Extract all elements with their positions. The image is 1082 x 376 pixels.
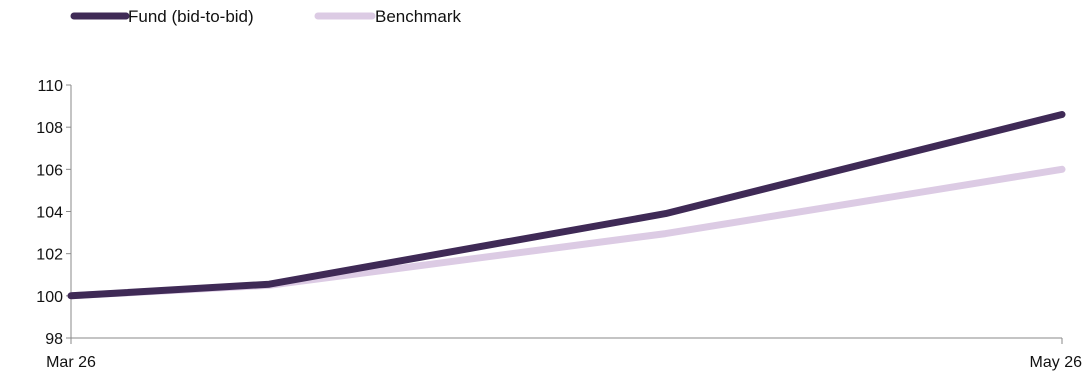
axes: 98 100 102 104 106 108 110 Mar 26 May 26 — [36, 78, 1082, 371]
y-tick-label-98: 98 — [45, 331, 63, 348]
y-tick-label-104: 104 — [36, 205, 63, 222]
legend: Fund (bid-to-bid) Benchmark — [70, 7, 461, 26]
y-tick-label-100: 100 — [36, 289, 63, 306]
y-tick-label-110: 110 — [37, 78, 63, 95]
legend-label-fund: Fund (bid-to-bid) — [128, 7, 254, 26]
series-layer — [67, 111, 1066, 300]
legend-item-benchmark: Benchmark — [314, 7, 461, 26]
series-line-fund — [67, 111, 1066, 300]
y-tick-label-102: 102 — [36, 247, 63, 264]
y-tick-label-106: 106 — [36, 162, 63, 179]
x-tick-label-0: Mar 26 — [46, 354, 96, 371]
legend-item-fund: Fund (bid-to-bid) — [70, 7, 254, 26]
y-tick-label-108: 108 — [36, 120, 63, 137]
x-tick-label-1: May 26 — [1030, 354, 1082, 371]
legend-label-benchmark: Benchmark — [375, 7, 461, 26]
